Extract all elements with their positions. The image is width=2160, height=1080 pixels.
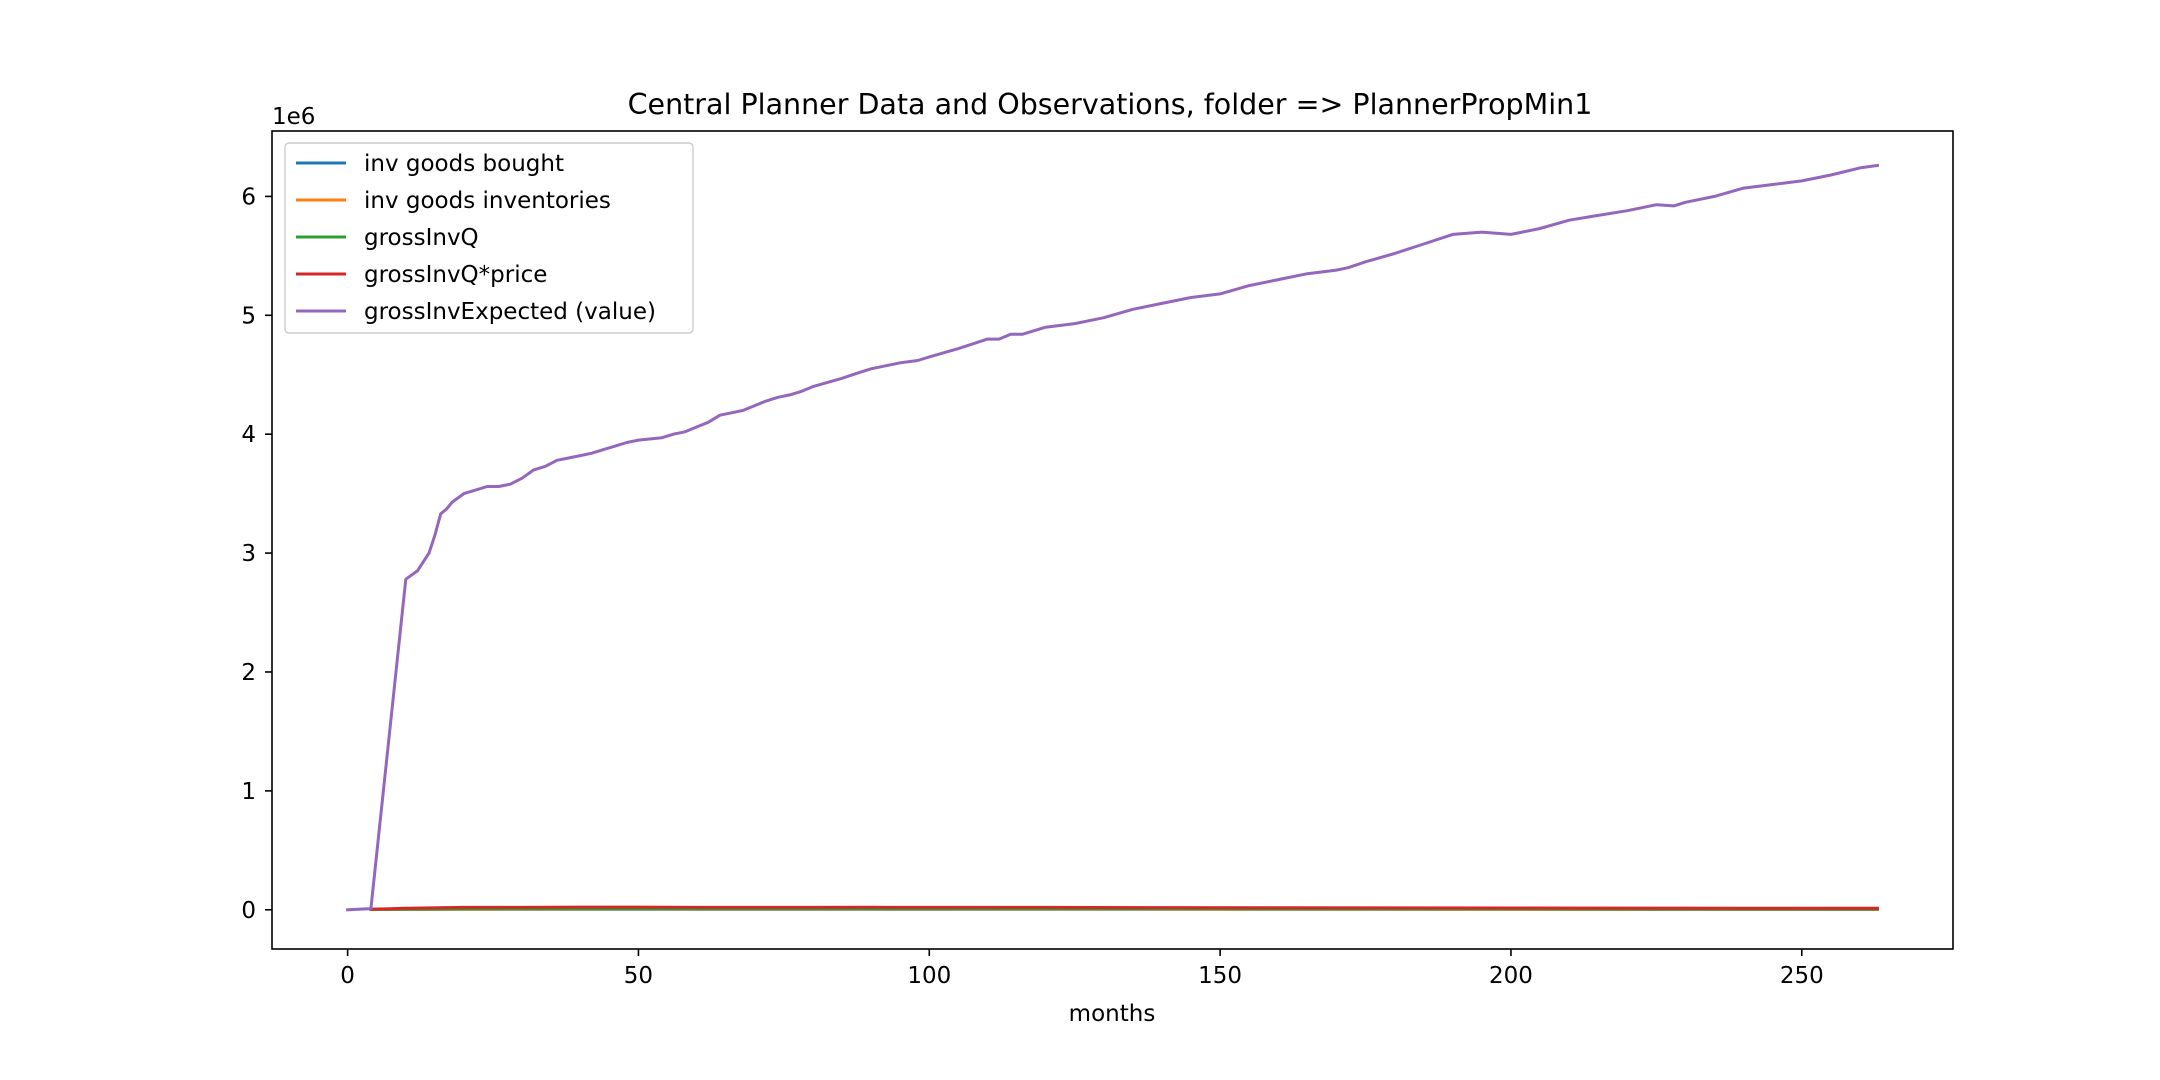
legend-label: inv goods inventories xyxy=(364,188,611,214)
legend: inv goods bought inv goods inventories gro… xyxy=(284,142,694,334)
legend-label: grossInvQ xyxy=(364,225,479,251)
x-tick-label: 0 xyxy=(340,963,355,989)
x-tick-label: 250 xyxy=(1780,963,1824,989)
legend-label: grossInvExpected (value) xyxy=(364,299,656,325)
x-tick-label: 150 xyxy=(1198,963,1242,989)
y-axis-offset-label: 1e6 xyxy=(272,104,315,130)
chart-title: Central Planner Data and Observations, f… xyxy=(628,88,1593,121)
x-tick-label: 50 xyxy=(624,963,653,989)
y-tick-label: 6 xyxy=(241,184,256,210)
series-line-4 xyxy=(369,905,1879,911)
x-tick-label: 100 xyxy=(907,963,951,989)
legend-label: grossInvQ*price xyxy=(364,262,547,288)
y-tick-label: 0 xyxy=(241,898,256,924)
y-tick-label: 3 xyxy=(241,541,256,567)
x-tick-label: 200 xyxy=(1489,963,1533,989)
y-tick-label: 5 xyxy=(241,303,256,329)
legend-box xyxy=(284,142,694,334)
y-tick-label: 2 xyxy=(241,660,256,686)
legend-label: inv goods bought xyxy=(364,151,564,177)
plot-lines xyxy=(346,163,1880,912)
series-line-5 xyxy=(346,163,1880,912)
y-tick-label: 4 xyxy=(241,422,256,448)
y-tick-label: 1 xyxy=(241,779,256,805)
axes-frame xyxy=(271,130,1954,950)
x-axis-label: months xyxy=(1069,1001,1156,1027)
axis-ticks: 0 50 100 150 200 250 0 1 2 3 4 5 6 xyxy=(241,184,1823,989)
